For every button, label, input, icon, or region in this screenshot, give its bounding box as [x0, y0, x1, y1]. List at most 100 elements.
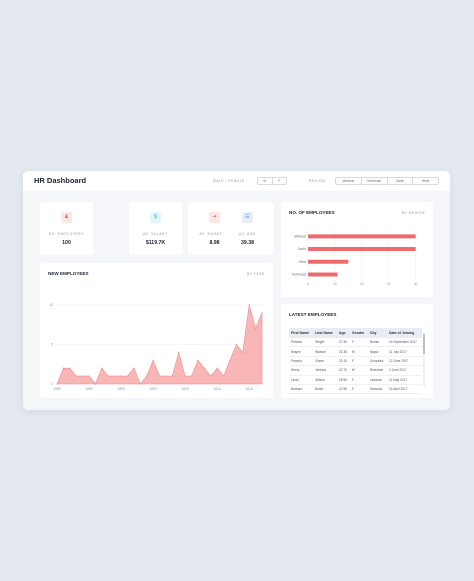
table-cell: Burner: [367, 338, 387, 348]
table-cell: 2 June 2017: [386, 365, 422, 376]
column-header[interactable]: City: [367, 328, 387, 338]
column-header[interactable]: Last Name: [313, 328, 337, 338]
region-option-northeast[interactable]: Northeast: [360, 178, 387, 184]
table-cell: 24 April 2017: [386, 384, 422, 395]
y-tick-label: 10: [49, 303, 53, 307]
table-cell: 22.70: [336, 365, 351, 376]
region-bar[interactable]: [308, 234, 416, 239]
x-tick-label: 0: [307, 282, 309, 286]
data-point[interactable]: [190, 375, 193, 377]
region-card: NO. OF EMPLOYEES BY REGION 0 10 20 30 40 Midw…: [281, 202, 433, 297]
data-point[interactable]: [88, 375, 90, 377]
card-subtitle: BY YEAR: [247, 272, 265, 276]
table-cell: 16 September 2017: [386, 338, 422, 348]
table-row[interactable]: Henry Jenkins 22.70 M Riverside 2 June 2017: [289, 365, 422, 376]
gender-option-m[interactable]: M: [263, 179, 267, 183]
table-row[interactable]: Pamela Wright 27.36 F Burner 16 September 201…: [289, 338, 422, 348]
data-point[interactable]: [145, 375, 148, 377]
card-subtitle: BY REGION: [401, 211, 425, 215]
data-point[interactable]: [94, 383, 97, 385]
table-cell: F: [350, 356, 368, 367]
new-employees-card: NEW EMPLOYEES BY YEAR 0 5 10 1985 1990 1995 20…: [40, 263, 273, 398]
x-tick-label: 1990: [85, 387, 92, 391]
data-point[interactable]: [81, 375, 84, 377]
data-point[interactable]: [248, 304, 250, 306]
table-cell: 12 June 2017: [386, 356, 422, 367]
kpi-value: $119.7K: [145, 240, 166, 246]
table-scrollbar-thumb[interactable]: [423, 334, 425, 354]
kpi-salary-card: $ AV. SALARY $119.7K: [129, 202, 182, 255]
kpi-age-card: ☰ AV. AGE 39.38: [221, 202, 274, 255]
x-tick-label: 2000: [150, 387, 157, 391]
table-cell: 11 July 2017: [386, 346, 422, 357]
data-point[interactable]: [62, 367, 65, 369]
table-cell: M: [350, 346, 368, 357]
table-cell: Linda: [289, 375, 314, 385]
data-point[interactable]: [216, 367, 218, 369]
data-point[interactable]: [222, 375, 225, 377]
latest-employees-table: First Name Last Name Age Gender City Date of …: [289, 328, 422, 395]
data-point[interactable]: [56, 383, 58, 385]
gender-filter-label: MALE / FEMALE: [213, 179, 245, 183]
data-point[interactable]: [113, 375, 116, 377]
table-row[interactable]: Wayne Watson 31.38 M Napla 11 July 2017: [289, 346, 422, 357]
data-point[interactable]: [184, 375, 186, 377]
column-header[interactable]: First Name: [289, 328, 314, 338]
x-tick-label: 20: [360, 282, 364, 286]
data-point[interactable]: [126, 375, 129, 377]
data-point[interactable]: [177, 351, 180, 354]
data-point[interactable]: [254, 327, 257, 330]
table-cell: Wilson: [313, 375, 337, 385]
data-point[interactable]: [139, 383, 142, 385]
table-cell: Pamela: [289, 356, 314, 367]
table-cell: 27.36: [336, 338, 351, 348]
data-point[interactable]: [158, 375, 161, 377]
kpi-value: 100: [62, 240, 71, 246]
region-bar[interactable]: [308, 247, 416, 252]
table-row[interactable]: Pamela Green 32.15 F Gonzales 12 June 2017: [289, 356, 422, 367]
gender-option-f[interactable]: F: [271, 178, 287, 184]
table-row[interactable]: Barbara Butler 22.95 F Hancock 24 April 2017: [289, 384, 422, 395]
data-point[interactable]: [209, 375, 212, 377]
dollar-icon: $: [150, 212, 161, 223]
region-option-south[interactable]: South: [386, 178, 413, 184]
data-point[interactable]: [120, 375, 122, 377]
region-bar[interactable]: [308, 272, 338, 277]
data-point[interactable]: [133, 367, 135, 369]
data-point[interactable]: [101, 367, 103, 369]
data-point[interactable]: [69, 367, 71, 369]
data-point[interactable]: [107, 375, 110, 377]
data-point[interactable]: [152, 359, 154, 362]
column-header[interactable]: Date of Joining: [386, 328, 422, 338]
region-option-west[interactable]: West: [412, 178, 438, 184]
x-tick-label: 40: [414, 282, 418, 286]
column-header[interactable]: Gender: [350, 328, 368, 338]
data-point[interactable]: [171, 375, 174, 377]
list-icon: ☰: [242, 212, 253, 223]
x-tick-label: 2015: [246, 387, 253, 391]
table-cell: 25.96: [336, 375, 351, 385]
data-point[interactable]: [75, 375, 78, 377]
data-point[interactable]: [197, 359, 199, 362]
data-point[interactable]: [165, 375, 167, 377]
region-option-midwest[interactable]: Midwest: [342, 179, 355, 183]
data-point[interactable]: [229, 359, 231, 362]
table-row[interactable]: Linda Wilson 25.96 F Lebanon 11 May 2017: [289, 375, 422, 385]
table-cell: Green: [313, 356, 337, 367]
table-cell: Napla: [367, 346, 387, 357]
table-scrollbar[interactable]: [423, 332, 425, 387]
gender-filter: M F: [257, 177, 287, 185]
table-cell: Barbara: [289, 384, 314, 395]
data-point[interactable]: [235, 343, 238, 346]
region-filter-label: REGION: [309, 179, 326, 183]
data-point[interactable]: [241, 351, 244, 354]
kpi-label: AV. SALARY: [142, 232, 168, 236]
dashboard-window: HR Dashboard MALE / FEMALE M F REGION Mi…: [23, 171, 450, 410]
column-header[interactable]: Age: [336, 328, 351, 338]
data-point[interactable]: [261, 311, 263, 314]
category-label: West: [299, 260, 306, 264]
data-point[interactable]: [203, 367, 206, 369]
region-bar[interactable]: [308, 259, 349, 264]
table-cell: 31.38: [336, 346, 351, 357]
y-tick-label: 5: [51, 343, 53, 347]
